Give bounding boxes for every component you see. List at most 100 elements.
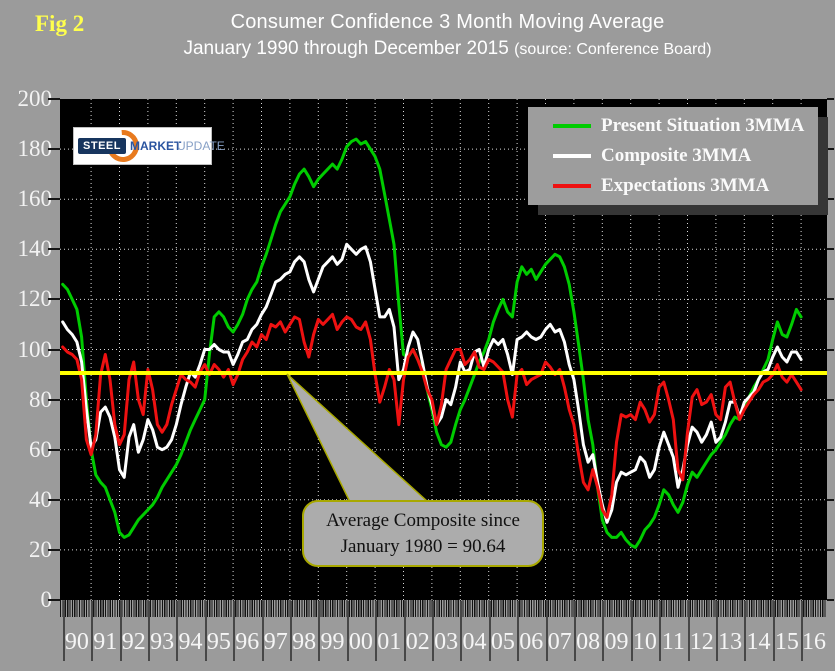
y-axis-tick [827, 198, 834, 201]
chart-canvas [60, 99, 827, 600]
x-axis-monthly-tick-band [60, 600, 827, 617]
x-axis-year-label: 16 [802, 629, 827, 655]
y-axis-tick [827, 148, 834, 151]
x-axis-year-divider [346, 601, 349, 661]
x-axis-year-label: 12 [689, 629, 714, 655]
x-axis-year-divider [403, 601, 406, 661]
y-axis-label: 200 [17, 86, 53, 111]
y-axis-label: 120 [17, 286, 53, 312]
x-axis-year-label: 00 [348, 629, 373, 655]
y-axis-tick [827, 298, 834, 301]
callout-pointer [286, 373, 430, 503]
chart-header: Consumer Confidence 3 Month Moving Avera… [60, 0, 835, 60]
x-axis-year-label: 14 [746, 629, 771, 655]
y-axis-tick [48, 298, 60, 301]
figure-number-label: Fig 2 [35, 11, 85, 36]
average-composite-callout: Average Composite since January 1980 = 9… [302, 500, 544, 567]
x-axis-year-divider [318, 601, 321, 661]
x-axis-year-divider [801, 601, 804, 661]
logo-word-update: UPDATE [177, 139, 225, 153]
logo-word-market: MARKET [130, 139, 182, 153]
legend-label: Present Situation 3MMA [601, 115, 805, 136]
x-axis-year-divider [119, 601, 122, 661]
y-axis-label: 0 [40, 587, 53, 612]
x-axis-year-label: 98 [292, 629, 317, 655]
x-axis-year-divider [176, 601, 179, 661]
y-axis-label: 180 [17, 136, 53, 162]
x-axis-year-divider [147, 601, 150, 661]
chart-source-note: (source: Conference Board) [514, 41, 712, 58]
x-axis-year-divider [431, 601, 434, 661]
x-axis-year-label: 09 [604, 629, 629, 655]
x-axis-year-divider [715, 601, 718, 661]
x-axis-year-divider [772, 601, 775, 661]
y-axis-tick [827, 398, 834, 401]
callout-line1: Average Composite since [326, 509, 520, 531]
y-axis-label: 40 [29, 486, 52, 512]
y-axis-tick [827, 348, 834, 351]
x-axis-year-label: 08 [576, 629, 601, 655]
x-axis-year-divider [517, 601, 520, 661]
chart-legend: Present Situation 3MMA Composite 3MMA Ex… [528, 107, 818, 205]
x-axis-year-label: 03 [434, 629, 459, 655]
x-axis-year-divider [488, 601, 491, 661]
y-axis-tick [48, 548, 60, 551]
x-axis-year-divider [204, 601, 207, 661]
legend-item-expectations: Expectations 3MMA [528, 175, 818, 197]
x-axis-year-divider [261, 601, 264, 661]
x-axis-year-label: 96 [235, 629, 260, 655]
x-axis-year-label: 92 [121, 629, 146, 655]
y-axis-tick [827, 548, 834, 551]
y-axis-label: 140 [17, 236, 53, 262]
y-axis-tick [48, 448, 60, 451]
y-axis-tick [827, 599, 834, 601]
chart-title: Consumer Confidence 3 Month Moving Avera… [230, 11, 665, 33]
y-axis-tick [827, 498, 834, 501]
composite-line-swatch [553, 154, 591, 158]
callout-line2: January 1980 = 90.64 [340, 535, 506, 557]
x-axis-year-divider [460, 601, 463, 661]
x-axis-year-label: 04 [462, 629, 487, 655]
x-axis-year-divider [91, 601, 94, 661]
x-axis-year-divider [62, 601, 65, 661]
expectations-line-swatch [553, 184, 591, 188]
x-axis-year-label: 91 [93, 629, 118, 655]
x-axis-year-label: 95 [206, 629, 231, 655]
x-axis-year-label: 02 [405, 629, 430, 655]
logo-word-steel: STEEL [78, 138, 126, 154]
present-situation-line-swatch [553, 124, 591, 128]
x-axis-year-divider [602, 601, 605, 661]
y-axis-tick [48, 98, 60, 100]
x-axis-year-divider [687, 601, 690, 661]
steel-market-update-logo: STEEL MARKET UPDATE [73, 123, 225, 169]
y-axis-tick [827, 248, 834, 251]
x-axis-year-label: 90 [64, 629, 89, 655]
y-axis-tick [48, 498, 60, 501]
x-axis-year-label: 05 [490, 629, 515, 655]
x-axis-year-label: 13 [718, 629, 743, 655]
y-axis-tick [48, 599, 60, 601]
legend-item-composite: Composite 3MMA [528, 145, 818, 167]
y-axis-tick [48, 148, 60, 151]
y-axis-label: 20 [29, 536, 52, 562]
x-axis-year-divider [573, 601, 576, 661]
legend-item-present-situation: Present Situation 3MMA [528, 115, 818, 137]
x-axis-year-divider [630, 601, 633, 661]
x-axis-year-divider [375, 601, 378, 661]
x-axis-year-label: 11 [661, 629, 685, 655]
legend-label: Expectations 3MMA [601, 175, 770, 196]
x-axis-year-label: 93 [150, 629, 175, 655]
x-axis-year-divider [744, 601, 747, 661]
x-axis-year-label: 07 [547, 629, 572, 655]
x-axis-year-label: 15 [774, 629, 799, 655]
x-axis-year-label: 99 [320, 629, 345, 655]
y-axis-label: 60 [29, 436, 52, 462]
y-axis-tick [48, 398, 60, 401]
x-axis-year-label: 97 [263, 629, 288, 655]
x-axis-year-label: 94 [178, 629, 203, 655]
x-axis-year-label: 01 [377, 629, 402, 655]
y-axis-tick [827, 98, 834, 100]
y-axis-tick [48, 198, 60, 201]
y-axis-label: 160 [17, 186, 53, 212]
